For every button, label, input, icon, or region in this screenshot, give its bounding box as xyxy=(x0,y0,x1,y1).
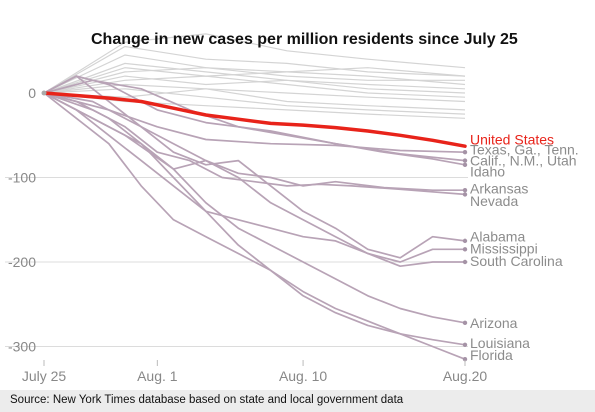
background-series-line xyxy=(43,67,465,94)
state-endpoint xyxy=(462,356,468,362)
state-endpoint xyxy=(462,259,468,265)
series-label: Alabama xyxy=(470,229,525,245)
series-label: Mississippi xyxy=(470,240,538,256)
origin-point xyxy=(41,90,47,96)
source-text: Source: New York Times database based on… xyxy=(10,394,404,406)
state-series-line xyxy=(43,79,466,166)
y-tick-label: 0 xyxy=(28,85,36,101)
state-endpoint xyxy=(462,342,468,348)
background-series-line xyxy=(43,88,466,111)
background-series-line xyxy=(43,88,466,115)
state-endpoint xyxy=(462,162,468,168)
series-label: Nevada xyxy=(470,193,518,209)
series-label: Arizona xyxy=(470,315,518,331)
us-series-line xyxy=(42,91,467,148)
state-series-line xyxy=(43,92,466,346)
source-note: Source: New York Times database based on… xyxy=(0,390,595,412)
state-series-line xyxy=(43,92,466,324)
x-axis-ticks: July 25 Aug. 1 Aug. 10 Aug.20 xyxy=(22,360,488,384)
background-series-line xyxy=(43,75,466,94)
series-label: Idaho xyxy=(470,164,505,180)
series-label: Florida xyxy=(470,347,513,363)
series-label: United States xyxy=(470,131,554,147)
x-tick-label: Aug.20 xyxy=(443,368,488,384)
y-axis-ticks: 0 -100 -200 -300 xyxy=(8,85,36,355)
chart-title: Change in new cases per million resident… xyxy=(91,31,518,48)
state-series-line xyxy=(43,92,466,154)
background-series-line xyxy=(43,54,466,94)
state-series-line xyxy=(43,92,466,196)
state-series xyxy=(43,75,468,362)
x-tick-label: Aug. 1 xyxy=(137,368,178,384)
state-series-line xyxy=(43,75,465,263)
background-series-line xyxy=(43,62,466,94)
state-endpoint xyxy=(462,149,468,155)
state-series-line xyxy=(43,92,465,268)
background-series xyxy=(43,33,466,119)
state-endpoint xyxy=(462,187,468,193)
background-series-line xyxy=(43,45,466,94)
x-tick-label: July 25 xyxy=(22,368,67,384)
chart: 0 -100 -200 -300 July 25 Aug. 1 Aug. 10 Aug.20… xyxy=(5,31,579,384)
series-label: Calif., N.M., Utah xyxy=(470,153,577,169)
series-label: Louisiana xyxy=(470,335,530,351)
us-series xyxy=(41,90,467,148)
background-series-line xyxy=(43,67,466,94)
state-endpoint xyxy=(462,158,468,163)
state-series-line xyxy=(43,92,466,360)
series-label: Arkansas xyxy=(470,180,528,196)
y-tick-label: -300 xyxy=(8,339,36,355)
y-tick-label: -100 xyxy=(8,170,36,186)
state-endpoint xyxy=(462,192,468,197)
background-series-line xyxy=(43,75,466,98)
state-endpoint xyxy=(462,238,468,244)
y-tick-label: -200 xyxy=(8,254,36,270)
series-label: Texas, Ga., Tenn. xyxy=(470,142,579,158)
state-endpoint xyxy=(462,247,468,252)
x-tick-label: Aug. 10 xyxy=(279,368,327,384)
background-series-line xyxy=(43,33,466,94)
state-endpoint xyxy=(462,320,468,326)
series-label: South Carolina xyxy=(470,253,563,269)
